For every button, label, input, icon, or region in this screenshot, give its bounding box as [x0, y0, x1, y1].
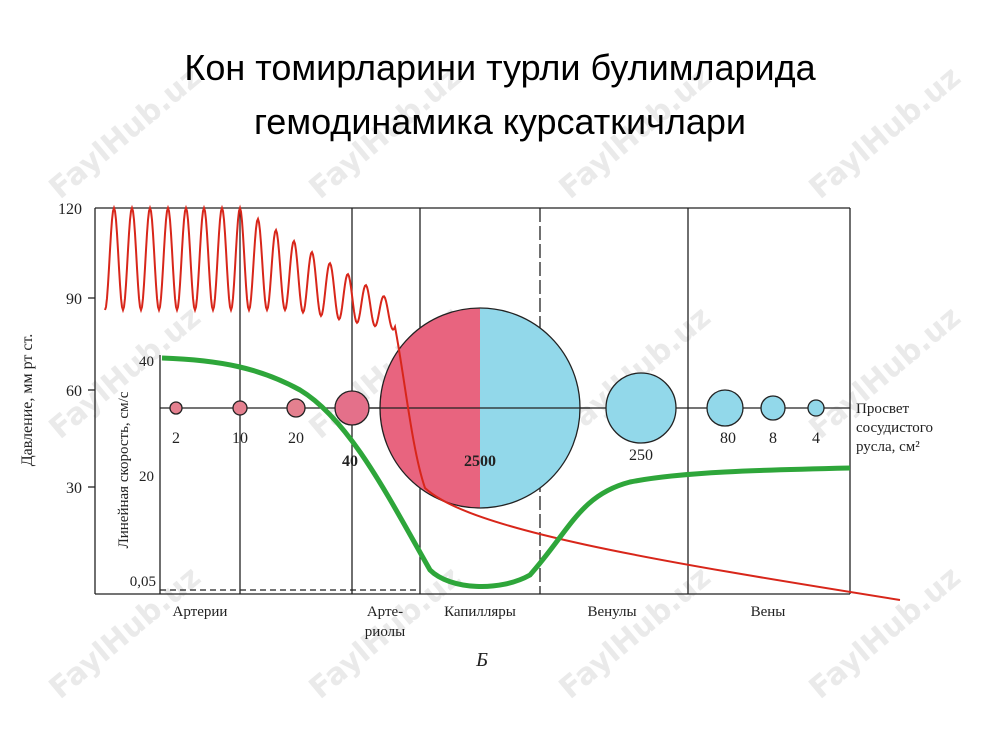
section-label: риолы — [365, 624, 405, 640]
watermark: FaylHub.uz — [43, 560, 208, 706]
velocity-tick: 0,05 — [130, 574, 156, 590]
lumen-label: русла, см² — [856, 439, 920, 455]
lumen-label: Просвет — [856, 401, 910, 417]
velocity-curve — [161, 355, 851, 589]
pressure-tick: 60 — [66, 383, 82, 400]
circle-label: 8 — [769, 430, 777, 447]
watermark: FaylHub.uz — [553, 560, 718, 706]
watermark: FaylHub.uz — [43, 60, 208, 206]
watermark: FaylHub.uz — [803, 560, 968, 706]
pressure-tick: 120 — [58, 201, 82, 218]
pressure-tick: 90 — [66, 291, 82, 308]
circle-labels: 2 10 20 40 2500 250 80 8 4 — [172, 430, 820, 470]
circle-label: 10 — [232, 430, 248, 447]
circle-label: 40 — [342, 453, 358, 470]
section-label: Артерии — [173, 604, 228, 620]
title-line: гемодинамика курсаткичлари — [254, 101, 746, 142]
section-label: Вены — [751, 604, 786, 620]
velocity-axis-label: Линейная скорость, см/с — [116, 391, 132, 548]
lumen-label: сосудистого — [856, 420, 933, 436]
circle-label: 80 — [720, 430, 736, 447]
pressure-axis-label: Давление, мм рт ст. — [19, 334, 36, 467]
circle-label: 20 — [288, 430, 304, 447]
pressure-curve — [104, 204, 901, 601]
velocity-tick: 20 — [139, 469, 154, 485]
circle-label: 2 — [172, 430, 180, 447]
circle-label: 250 — [629, 447, 653, 464]
circle-label: 2500 — [464, 453, 496, 470]
pressure-tick: 30 — [66, 480, 82, 497]
section-label: Капилляры — [444, 604, 516, 620]
title-line: Кон томирларини турли булимларида — [184, 47, 816, 88]
caption: Б — [475, 649, 488, 671]
velocity-tick: 40 — [139, 354, 154, 370]
section-label: Арте- — [367, 604, 403, 620]
watermark: FaylHub.uz — [803, 60, 968, 206]
section-label: Венулы — [587, 604, 636, 620]
circle-label: 4 — [812, 430, 820, 447]
